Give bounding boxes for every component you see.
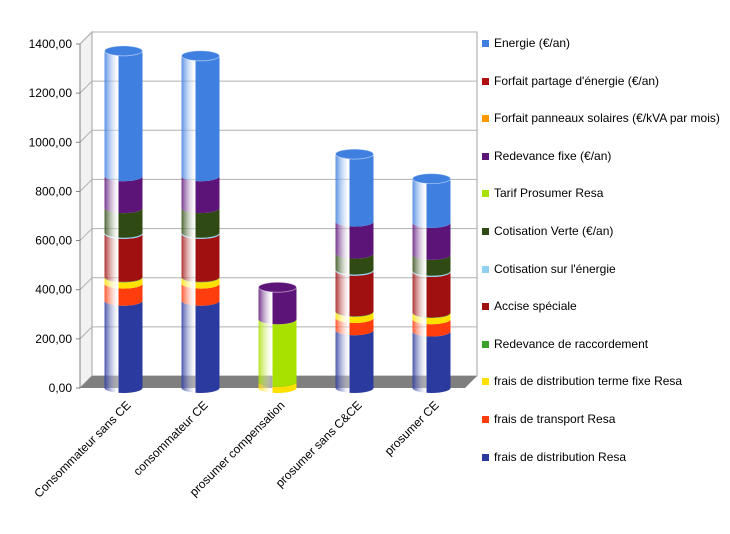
legend-label: frais de distribution Resa: [494, 449, 627, 464]
bar-segment: [335, 154, 374, 227]
bar-segment: [104, 232, 143, 239]
y-tick-label: 800,00: [35, 184, 72, 198]
y-tick-label: 400,00: [35, 283, 72, 297]
bar-segment: [181, 208, 220, 238]
legend-label: Forfait partage d'énergie (€/an): [494, 73, 660, 88]
bar-segment: [335, 270, 374, 317]
bar-segment: [412, 313, 451, 325]
bar-segment: [104, 283, 143, 306]
bar-segment: [335, 253, 374, 275]
y-tick-label: 600,00: [35, 234, 72, 248]
side-wall: [79, 30, 93, 390]
bar-segment: [104, 277, 143, 289]
legend-swatch: [482, 115, 489, 123]
x-tick-label: consommateur CE: [130, 398, 210, 478]
bar-segment: [412, 222, 451, 260]
bar-segment: [104, 176, 143, 214]
bar-segment: [181, 233, 220, 282]
bars: [104, 45, 451, 393]
bar-segment: [181, 283, 220, 306]
legend-swatch: [482, 378, 489, 386]
legend-swatch: [482, 265, 489, 273]
legend-swatch: [482, 340, 489, 348]
y-tick-label: 200,00: [35, 332, 72, 346]
y-tick-label: 1000,00: [29, 135, 73, 149]
legend-swatch: [482, 416, 489, 423]
bar-stack: [335, 148, 374, 393]
bar-segment: [412, 319, 451, 337]
gridline: [79, 129, 477, 143]
legend-label: Forfait panneaux solaires (€/kVA par moi…: [494, 111, 720, 126]
bar-segment: [335, 330, 374, 393]
bar-segment: [104, 208, 143, 238]
y-tick-label: 1400,00: [29, 37, 73, 51]
legend-label: Energie (€/an): [494, 36, 571, 50]
bar-segment: [181, 300, 220, 393]
bar-segment: [412, 270, 451, 278]
bar-segment: [181, 55, 220, 182]
gridline: [79, 31, 477, 45]
bar-segment: [181, 176, 220, 214]
x-tick-label: Consommateur sans CE: [31, 398, 133, 500]
bar-stack: [258, 281, 297, 393]
bar-stack: [412, 173, 451, 393]
bar-stack: [104, 45, 143, 393]
bar-stack: [181, 50, 220, 393]
legend-label: Cotisation sur l'énergie: [494, 261, 616, 276]
bar-segment: [335, 269, 374, 276]
gridline: [79, 80, 477, 94]
bar-segment: [412, 331, 451, 393]
legend-swatch: [482, 453, 489, 461]
y-axis: 0,00 200,00 400,00 600,00 800,00 1000,00 1200,…: [29, 37, 81, 395]
legend-swatch: [482, 303, 489, 311]
legend-swatch: [482, 40, 489, 47]
bar-top-cap: [181, 50, 220, 62]
y-tick-label: 0,00: [49, 381, 73, 395]
bar-segment: [412, 178, 451, 228]
bar-segment: [412, 272, 451, 318]
legend-label: frais de transport Resa: [494, 412, 616, 426]
legend-label: Accise spéciale: [494, 299, 577, 314]
legend-label: Cotisation Verte (€/an): [494, 224, 614, 238]
bar-segment: [104, 233, 143, 282]
bar-top-cap: [335, 148, 374, 160]
legend-label: Redevance fixe (€/an): [494, 148, 612, 163]
bar-top-cap: [258, 281, 297, 293]
bar-top-cap: [412, 173, 451, 185]
legend-swatch: [482, 152, 489, 160]
legend-label: Redevance de raccordement: [494, 336, 649, 351]
x-tick-label: prosumer sans C&CE: [273, 398, 365, 490]
bar-segment: [104, 50, 143, 182]
bar-segment: [258, 381, 297, 393]
bar-segment: [181, 232, 220, 239]
legend-label: Tarif Prosumer Resa: [494, 186, 604, 201]
bar-segment: [258, 319, 297, 387]
bar-segment: [335, 221, 374, 259]
bar-segment: [412, 254, 451, 276]
legend-swatch: [482, 77, 489, 85]
bar-top-cap: [104, 45, 143, 57]
bar-segment: [104, 300, 143, 393]
legend-label: frais de distribution terme fixe Resa: [494, 374, 683, 389]
bar-segment: [181, 277, 220, 289]
x-tick-label: prosumer CE: [382, 398, 442, 458]
bar-segment: [258, 287, 297, 325]
bar-segment: [335, 317, 374, 336]
y-tick-label: 1200,00: [29, 86, 73, 100]
legend-swatch: [482, 190, 489, 198]
bar-segment: [335, 311, 374, 323]
legend-swatch: [482, 228, 489, 235]
